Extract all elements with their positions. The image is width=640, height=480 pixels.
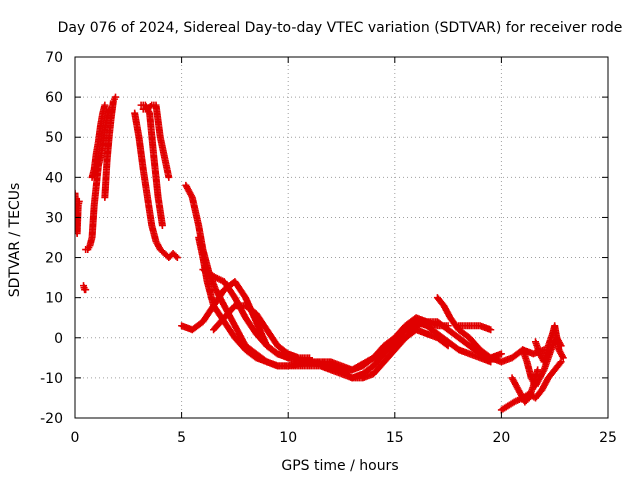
plot-frame bbox=[74, 56, 609, 419]
y-tick-label: 40 bbox=[45, 170, 63, 186]
y-tick-label: 70 bbox=[45, 50, 63, 66]
x-tick-label: 10 bbox=[279, 430, 297, 446]
data-point-trace-p bbox=[556, 359, 564, 367]
data-point-trace-o bbox=[487, 326, 495, 334]
data-point-trace-a bbox=[75, 189, 79, 197]
chart-title: Day 076 of 2024, Sidereal Day-to-day VTE… bbox=[58, 20, 623, 36]
axes: 0 5 10 15 20 25 -20 -10 0 10 20 30 40 50 60 70 bbox=[40, 50, 617, 446]
x-tick-label: 5 bbox=[177, 430, 186, 446]
data-point-trace-d bbox=[101, 101, 109, 109]
data-point-trace-s bbox=[534, 366, 542, 374]
y-tick-label: 50 bbox=[45, 130, 63, 146]
data-point-trace-p bbox=[557, 358, 565, 366]
x-tick-label: 15 bbox=[386, 430, 404, 446]
data-point-trace-f bbox=[173, 254, 181, 262]
data-marks bbox=[75, 93, 567, 414]
data-point-trace-a bbox=[75, 197, 83, 205]
data-point-trace-r bbox=[559, 354, 567, 362]
y-tick-label: -20 bbox=[40, 411, 63, 427]
data-point-trace-b bbox=[82, 286, 90, 294]
x-tick-label: 0 bbox=[71, 430, 80, 446]
data-point-trace-l bbox=[497, 350, 505, 358]
data-point-trace-f bbox=[172, 252, 180, 260]
y-tick-label: 30 bbox=[45, 210, 63, 226]
x-axis-label: GPS time / hours bbox=[281, 458, 398, 474]
y-axis-label: SDTVAR / TECUs bbox=[7, 183, 23, 298]
y-tick-label: 0 bbox=[54, 331, 63, 347]
data-point-trace-m bbox=[306, 354, 314, 362]
y-tick-label: -10 bbox=[40, 371, 63, 387]
data-point-trace-e bbox=[112, 93, 120, 101]
grid bbox=[75, 57, 608, 418]
y-tick-label: 10 bbox=[45, 291, 63, 307]
x-tick-label: 25 bbox=[599, 430, 617, 446]
data-point-trace-g bbox=[165, 173, 173, 181]
data-point-trace-h bbox=[158, 221, 166, 229]
y-tick-label: 60 bbox=[45, 90, 63, 106]
x-tick-label: 20 bbox=[492, 430, 510, 446]
y-tick-label: 20 bbox=[45, 251, 63, 267]
